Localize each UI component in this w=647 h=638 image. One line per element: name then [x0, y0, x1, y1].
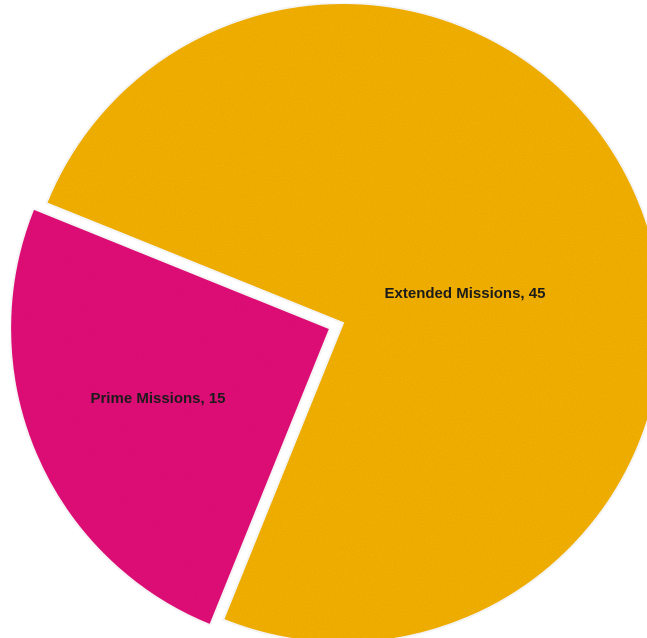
slice-label-extended-missions: Extended Missions, 45 — [385, 285, 546, 302]
pie-slices — [9, 2, 647, 638]
pie-labels: Extended Missions, 45 Prime Missions, 15 — [90, 285, 545, 407]
pie-slice-prime-missions — [9, 207, 332, 627]
slice-label-prime-missions: Prime Missions, 15 — [90, 390, 225, 407]
pie-slice-extended-missions — [44, 2, 647, 638]
